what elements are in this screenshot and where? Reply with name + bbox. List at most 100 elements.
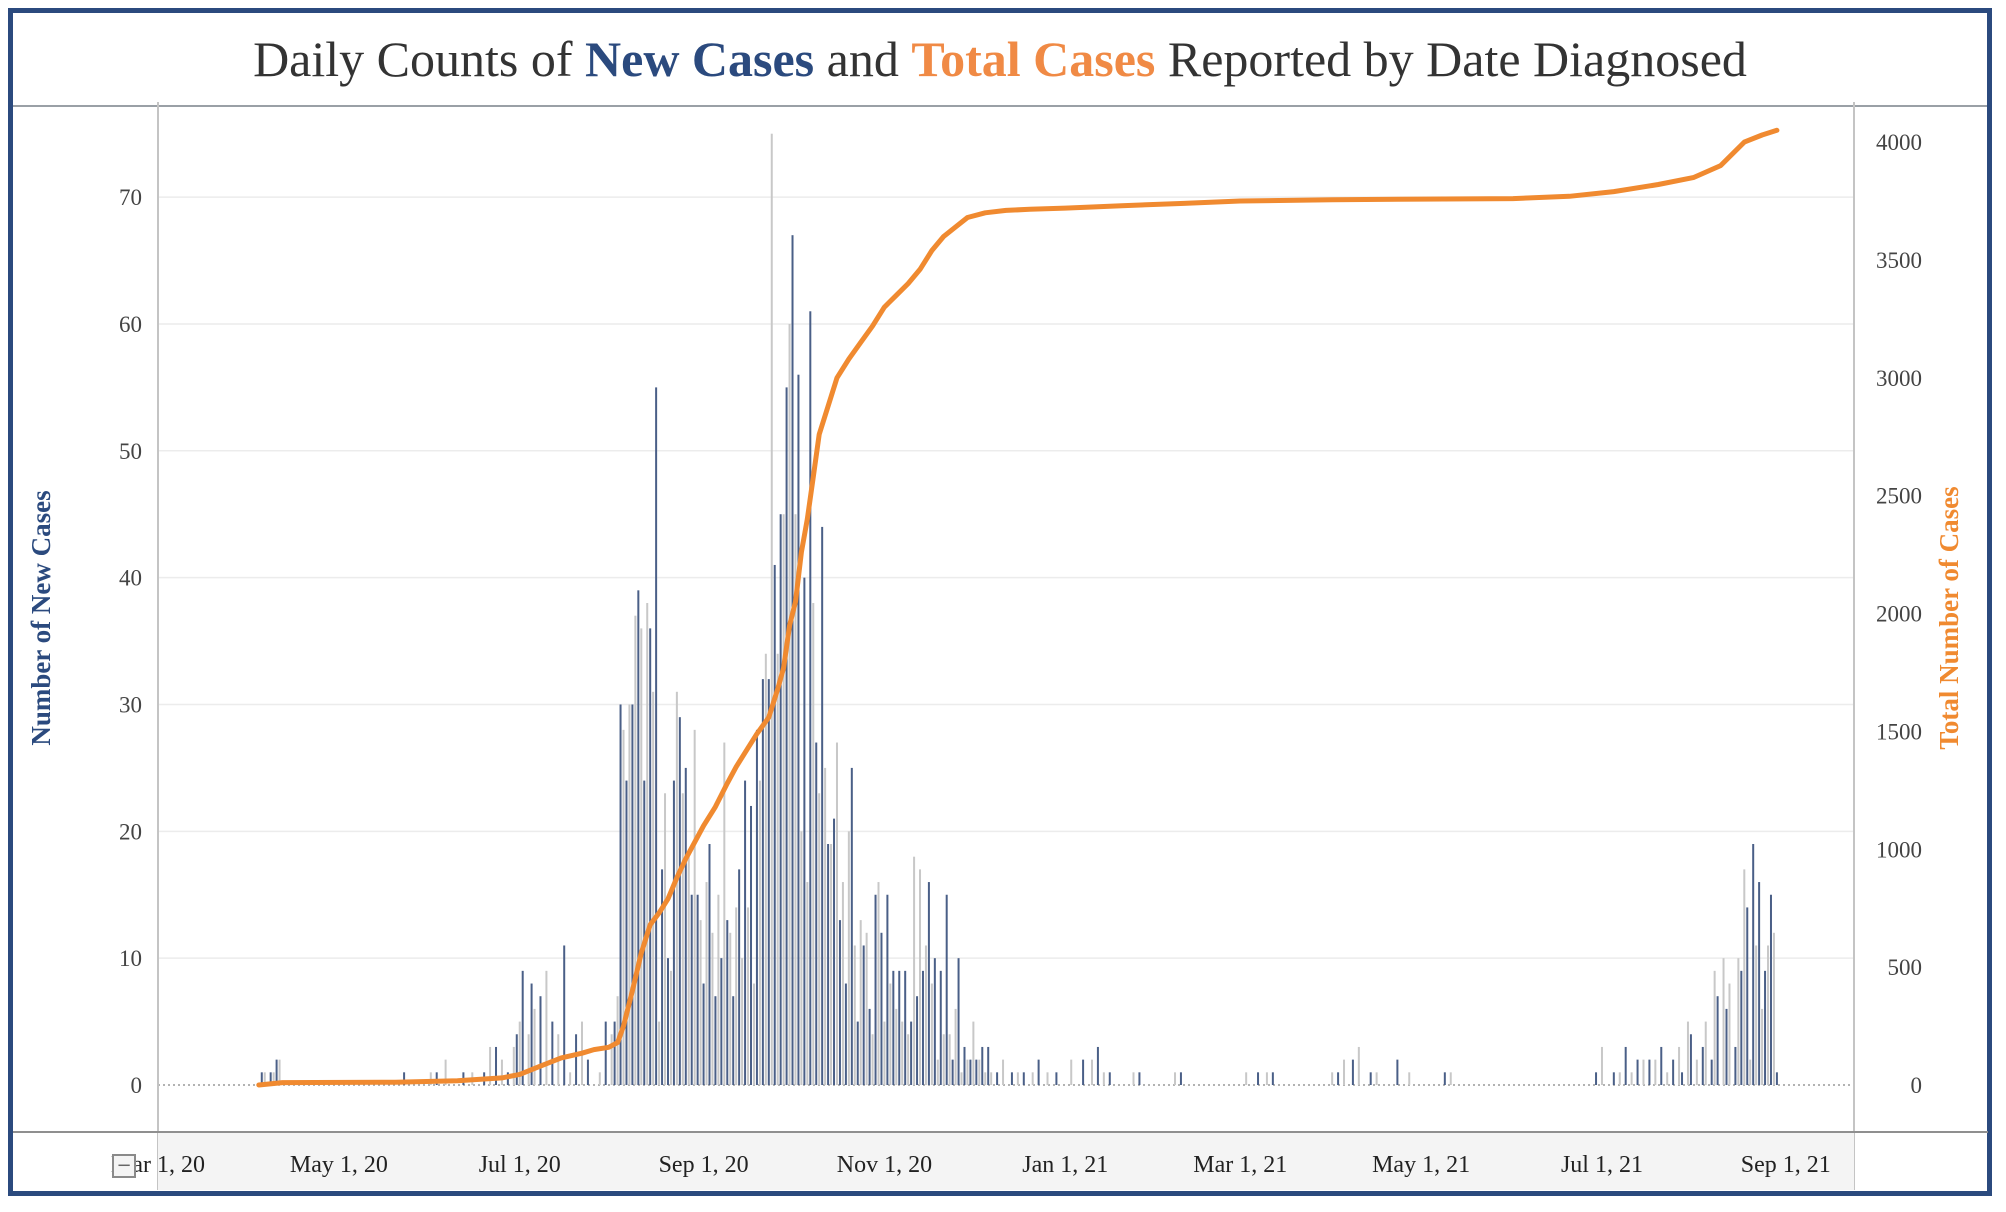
bar bbox=[1752, 844, 1755, 1085]
bar bbox=[1102, 1072, 1105, 1085]
bar bbox=[1701, 1046, 1704, 1085]
bar bbox=[833, 818, 836, 1085]
bar bbox=[631, 704, 634, 1085]
bar bbox=[263, 1072, 266, 1085]
bar bbox=[975, 1059, 978, 1085]
bar bbox=[625, 780, 628, 1085]
bar bbox=[767, 679, 770, 1085]
bar bbox=[658, 1021, 661, 1085]
bar bbox=[1648, 1059, 1651, 1085]
right-axis-ticks: 0 500 1000 1500 2000 2500 3000 3500 4000 bbox=[1876, 130, 1922, 1098]
bar bbox=[518, 1021, 521, 1085]
bar bbox=[1016, 1072, 1019, 1085]
bar bbox=[850, 767, 853, 1085]
bar bbox=[604, 1021, 607, 1085]
x-tick-label: Jan 1, 21 bbox=[1022, 1152, 1108, 1178]
bar bbox=[1443, 1072, 1446, 1085]
bar bbox=[800, 831, 803, 1085]
bar bbox=[916, 996, 919, 1085]
right-axis-label: Total Number of Cases bbox=[1934, 486, 1964, 749]
bar bbox=[726, 920, 729, 1085]
bar bbox=[586, 1059, 589, 1085]
bar bbox=[1734, 1046, 1737, 1085]
bar bbox=[785, 387, 788, 1085]
bar bbox=[809, 311, 812, 1085]
bar bbox=[838, 920, 841, 1085]
bar bbox=[512, 1046, 515, 1085]
bar bbox=[711, 932, 714, 1085]
bar bbox=[655, 387, 658, 1085]
bar bbox=[874, 894, 877, 1085]
bar bbox=[1666, 1072, 1669, 1085]
bar bbox=[613, 1021, 616, 1085]
bar bbox=[729, 932, 732, 1085]
bar bbox=[1046, 1072, 1049, 1085]
bar bbox=[1090, 1059, 1093, 1085]
chart-frame: Daily Counts of New Cases and Total Case… bbox=[8, 8, 1992, 1196]
bar bbox=[649, 628, 652, 1085]
bar bbox=[622, 729, 625, 1085]
bar bbox=[1271, 1072, 1274, 1085]
bar bbox=[515, 1034, 518, 1085]
bar bbox=[969, 1059, 972, 1085]
bar bbox=[681, 793, 684, 1085]
left-tick-label: 40 bbox=[119, 566, 142, 591]
bar bbox=[1179, 1072, 1182, 1085]
bar bbox=[708, 844, 711, 1085]
bar bbox=[569, 1072, 572, 1085]
bar bbox=[1737, 958, 1740, 1085]
bar bbox=[1772, 932, 1775, 1085]
bar bbox=[818, 793, 821, 1085]
x-tick-label: May 1, 21 bbox=[1372, 1152, 1470, 1178]
bar bbox=[990, 1072, 993, 1085]
bar bbox=[435, 1072, 438, 1085]
bar bbox=[892, 970, 895, 1085]
bar bbox=[1174, 1072, 1177, 1085]
bar bbox=[1624, 1046, 1627, 1085]
collapse-button[interactable]: − bbox=[112, 1154, 136, 1178]
bar bbox=[1660, 1046, 1663, 1085]
x-axis-band bbox=[158, 1133, 1854, 1190]
bar bbox=[1761, 1008, 1764, 1085]
bar bbox=[895, 1008, 898, 1085]
bar bbox=[1758, 882, 1761, 1085]
bar bbox=[741, 958, 744, 1085]
bar bbox=[1681, 1072, 1684, 1085]
bar bbox=[824, 767, 827, 1085]
bar bbox=[844, 983, 847, 1085]
bar bbox=[678, 717, 681, 1085]
bar bbox=[770, 133, 773, 1086]
bar bbox=[830, 844, 833, 1085]
bar bbox=[853, 945, 856, 1085]
bar bbox=[1031, 1072, 1034, 1085]
left-tick-label: 10 bbox=[119, 946, 142, 971]
bar bbox=[533, 1008, 536, 1085]
bar bbox=[821, 526, 824, 1085]
bar bbox=[1037, 1059, 1040, 1085]
bar bbox=[803, 577, 806, 1085]
bar bbox=[669, 970, 672, 1085]
bar bbox=[1595, 1072, 1598, 1085]
bar bbox=[1755, 945, 1758, 1085]
right-tick-label: 500 bbox=[1888, 955, 1923, 980]
bar bbox=[1396, 1059, 1399, 1085]
bar bbox=[1722, 958, 1725, 1085]
bar bbox=[735, 907, 738, 1085]
bar bbox=[791, 235, 794, 1085]
bar bbox=[575, 1034, 578, 1085]
right-tick-label: 3500 bbox=[1876, 248, 1922, 273]
bar bbox=[835, 742, 838, 1085]
bar bbox=[924, 945, 927, 1085]
bar bbox=[910, 1021, 913, 1085]
bar bbox=[610, 1034, 613, 1085]
bar bbox=[1775, 1072, 1778, 1085]
x-axis-ticks: Mar 1, 20 May 1, 20 Jul 1, 20 Sep 1, 20 Nov … bbox=[111, 1152, 1831, 1178]
total-cases-line bbox=[256, 127, 1780, 1088]
chart-axes bbox=[13, 102, 1988, 1190]
bar bbox=[871, 1034, 874, 1085]
bar bbox=[1449, 1072, 1452, 1085]
bar bbox=[696, 894, 699, 1085]
bar bbox=[275, 1059, 278, 1085]
bar bbox=[732, 996, 735, 1085]
bar bbox=[987, 1046, 990, 1085]
